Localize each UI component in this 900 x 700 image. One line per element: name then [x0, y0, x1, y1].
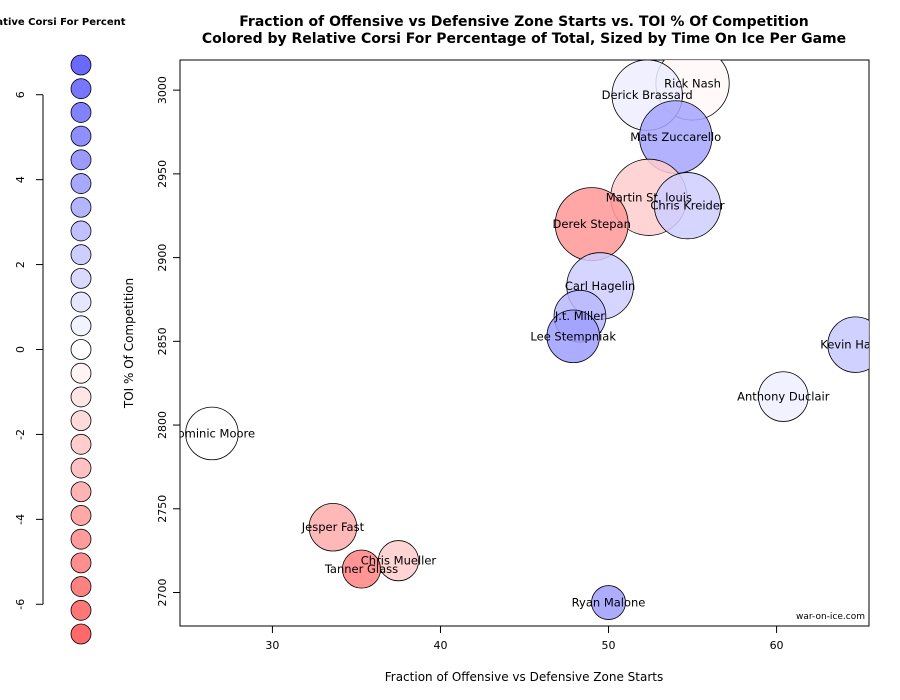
legend-swatch: [70, 362, 92, 384]
point-jesper-fast: [308, 502, 358, 552]
point-label-derek-stepan: Derek Stepan: [553, 217, 631, 231]
x-tick-label: 50: [602, 639, 616, 652]
legend-swatch: [70, 339, 92, 360]
legend-tick-label: 0: [14, 346, 27, 353]
legend-swatch: [70, 244, 92, 266]
legend-swatch: [70, 410, 92, 432]
y-tick-label: 2900: [156, 244, 169, 272]
legend-tick-label: 4: [14, 176, 27, 183]
legend-tick-label: 2: [14, 261, 27, 268]
point-label-ryan-malone: Ryan Malone: [572, 596, 646, 610]
y-tick-label: 3000: [156, 76, 169, 104]
y-tick-label: 2800: [156, 411, 169, 439]
point-ryan-malone: [591, 585, 626, 620]
legend-swatch: [70, 125, 92, 147]
legend-tick-label: -4: [14, 514, 27, 525]
point-dominic-moore: [185, 406, 239, 461]
point-label-tanner-glass: Tanner Glass: [324, 562, 398, 576]
point-anthony-duclair: [758, 371, 809, 422]
y-tick-label: 2850: [156, 327, 169, 355]
y-tick-label: 2950: [156, 160, 169, 188]
legend-swatch: [70, 599, 92, 621]
point-label-carl-hagelin: Carl Hagelin: [565, 279, 635, 293]
legend-swatch: [70, 315, 92, 337]
plot-frame: [179, 59, 870, 627]
legend-swatch: [70, 102, 92, 123]
x-axis-label: Fraction of Offensive vs Defensive Zone …: [385, 670, 664, 684]
point-label-lee-stempniak: Lee Stempniak: [530, 329, 616, 343]
legend-swatch: [70, 220, 92, 242]
legend-swatch: [70, 623, 92, 645]
point-label-mats-zuccarello: Mats Zuccarello: [630, 130, 721, 144]
point-tanner-glass: [342, 549, 381, 589]
point-label-chris-kreider: Chris Kreider: [650, 199, 725, 213]
point-label-kevin-hayes: Kevin Hayes: [820, 338, 891, 352]
point-kevin-hayes: [827, 316, 869, 373]
legend-swatch: [70, 386, 92, 408]
color-legend: 6 4 2 0 -2 -4 -6: [14, 54, 92, 645]
legend-swatch: [70, 576, 92, 597]
legend-swatch: [70, 291, 92, 313]
y-tick-label: 2700: [156, 579, 169, 607]
x-tick-label: 30: [265, 639, 279, 652]
x-tick-label: 40: [433, 639, 447, 652]
legend-swatch: [70, 528, 92, 550]
legend-swatch: [70, 457, 92, 479]
x-tick-label: 60: [770, 639, 784, 652]
y-axis-label: TOI % Of Competition: [122, 278, 136, 409]
legend-swatch: [70, 552, 92, 574]
legend-tick-label: -6: [14, 599, 27, 610]
x-axis: 30 40 50 60: [265, 626, 784, 652]
point-lee-stempniak: [546, 309, 600, 364]
legend-title: Relative Corsi For Percent: [0, 17, 126, 28]
legend-swatch: [70, 173, 92, 194]
point-label-anthony-duclair: Anthony Duclair: [737, 390, 830, 404]
point-label-martin-st-louis: Martin St. louis: [606, 190, 692, 204]
chart-subtitle: Colored by Relative Corsi For Percentage…: [202, 31, 846, 47]
point-label-jesper-fast: Jesper Fast: [301, 520, 365, 534]
y-tick-label: 2750: [156, 495, 169, 523]
legend-swatch: [70, 196, 92, 218]
legend-swatch: [70, 149, 92, 171]
chart-title: Fraction of Offensive vs Defensive Zone …: [239, 14, 808, 30]
points-layer: [185, 60, 869, 620]
point-label-derick-brassard: Derick Brassard: [602, 88, 693, 102]
point-chris-kreider: [653, 172, 722, 240]
point-label-dominic-moore: Dominic Moore: [169, 426, 255, 440]
legend-tick-label: 6: [14, 91, 27, 98]
legend-swatch: [70, 54, 92, 76]
legend-swatch: [70, 481, 92, 503]
legend-swatch: [70, 433, 92, 455]
legend-swatch: [70, 505, 92, 526]
legend-swatch: [70, 267, 92, 289]
point-label-j-t-miller: J.t. Miller: [554, 309, 605, 323]
legend-swatch: [70, 78, 92, 100]
credit-text: war-on-ice.com: [796, 612, 865, 622]
legend-tick-label: -2: [14, 429, 27, 440]
point-label-rick-nash: Rick Nash: [664, 76, 721, 90]
y-axis: 2700 2750 2800 2850 2900 2950 3000: [156, 76, 180, 607]
point-label-chris-mueller: Chris Mueller: [361, 554, 437, 568]
